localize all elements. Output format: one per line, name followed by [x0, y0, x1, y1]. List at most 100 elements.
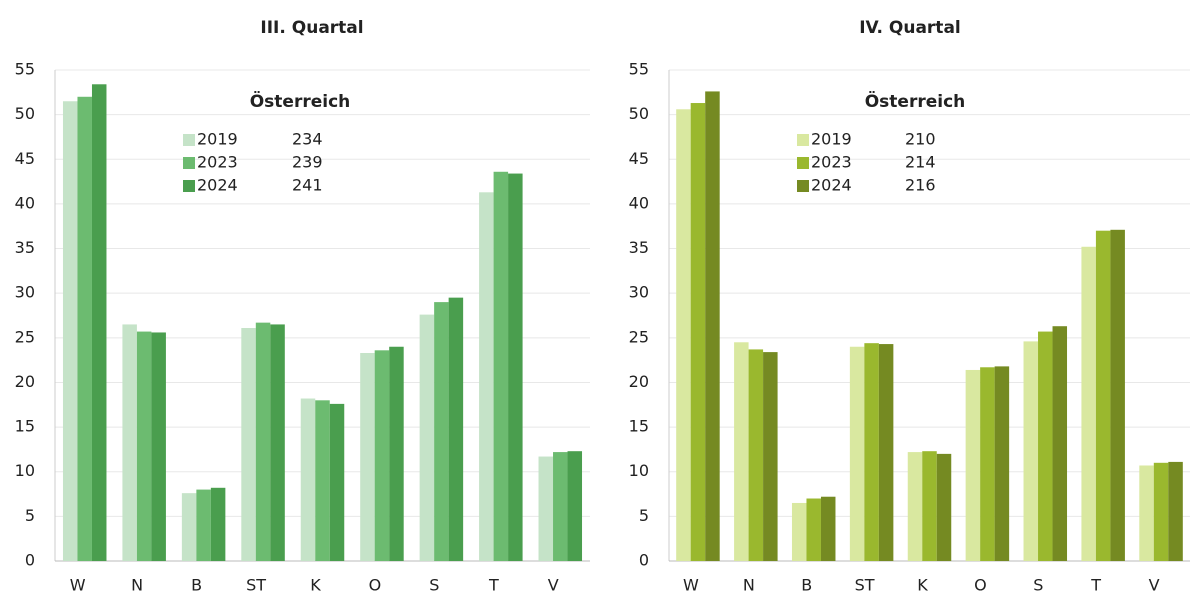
y-tick-label: 10 [629, 461, 649, 480]
y-tick-label: 50 [629, 104, 649, 123]
x-tick-label: B [191, 576, 202, 594]
bar [1023, 341, 1039, 561]
y-tick-label: 5 [25, 506, 35, 525]
x-tick-label: K [917, 576, 928, 594]
bar [864, 343, 879, 561]
bar [922, 451, 937, 561]
bar [936, 453, 952, 561]
y-tick-label: 30 [629, 283, 649, 302]
y-tick-label: 55 [15, 60, 35, 79]
legend-label: 2024 [197, 176, 238, 195]
legend-total: 214 [905, 153, 936, 172]
y-tick-label: 35 [629, 238, 649, 257]
bar [136, 331, 152, 561]
x-tick-label: B [801, 576, 812, 594]
x-tick-label: N [743, 576, 755, 594]
y-tick-label: 40 [15, 193, 35, 212]
bar [567, 451, 583, 561]
bar [1139, 465, 1154, 561]
bar [255, 322, 271, 561]
legend-swatch [183, 157, 195, 169]
y-tick-label: 20 [15, 372, 35, 391]
y-tick-label: 0 [639, 551, 649, 570]
y-tick-label: 45 [629, 149, 649, 168]
legend-swatch [183, 134, 195, 146]
bar [210, 487, 226, 561]
bar [315, 400, 330, 561]
bar [448, 297, 464, 561]
bar [479, 192, 494, 561]
bar [1038, 331, 1053, 561]
x-tick-label: V [1149, 576, 1160, 594]
bar [389, 346, 404, 561]
bar [1081, 246, 1096, 561]
x-tick-label: W [70, 576, 86, 594]
legend-swatch [797, 180, 809, 192]
chart-title: IV. Quartal [859, 18, 961, 38]
bar [181, 493, 197, 561]
y-tick-label: 35 [15, 238, 35, 257]
bar [1052, 326, 1068, 561]
bar [508, 173, 523, 561]
bar [122, 324, 137, 561]
x-tick-label: T [488, 576, 499, 594]
bar [994, 366, 1010, 561]
y-tick-label: 15 [15, 417, 35, 436]
bar [1110, 229, 1125, 561]
legend-total: 216 [905, 176, 936, 195]
y-tick-label: 5 [639, 506, 649, 525]
x-tick-label: T [1090, 576, 1101, 594]
bar [151, 332, 166, 561]
legend-total: 239 [292, 153, 323, 172]
bar [300, 398, 316, 561]
bar [1168, 461, 1183, 561]
legend-label: 2019 [811, 130, 852, 149]
bar [538, 456, 554, 561]
y-tick-label: 25 [15, 327, 35, 346]
bar [553, 452, 568, 561]
x-tick-label: O [369, 576, 382, 594]
bar [763, 352, 778, 561]
y-tick-label: 30 [15, 283, 35, 302]
legend-label: 2023 [197, 153, 238, 172]
chart-title: III. Quartal [260, 18, 363, 38]
bar [91, 84, 107, 562]
x-tick-label: ST [246, 576, 266, 594]
legend-label: 2019 [197, 130, 238, 149]
bar [62, 101, 78, 561]
x-tick-label: S [429, 576, 439, 594]
bar [907, 452, 923, 561]
x-tick-label: N [131, 576, 143, 594]
legend-label: 2023 [811, 153, 852, 172]
bar [791, 502, 807, 561]
legend-label: 2024 [811, 176, 852, 195]
bar [965, 369, 981, 561]
bar [690, 103, 706, 561]
y-tick-label: 40 [629, 193, 649, 212]
x-tick-label: W [683, 576, 699, 594]
bar [820, 496, 836, 561]
legend-title: Österreich [865, 90, 966, 112]
bar [806, 498, 821, 561]
legend-total: 234 [292, 130, 323, 149]
y-tick-label: 50 [15, 104, 35, 123]
y-tick-label: 55 [629, 60, 649, 79]
x-tick-label: O [974, 576, 987, 594]
bar [1095, 230, 1111, 561]
x-tick-label: V [548, 576, 559, 594]
y-tick-label: 20 [629, 372, 649, 391]
bar [1153, 462, 1169, 561]
bar [493, 171, 509, 561]
bar [748, 349, 764, 561]
bar [77, 96, 92, 562]
bar [241, 327, 256, 561]
bar [878, 344, 894, 561]
bar [980, 367, 995, 561]
legend-title: Österreich [250, 90, 351, 112]
y-tick-label: 45 [15, 149, 35, 168]
bar [734, 342, 749, 561]
y-tick-label: 10 [15, 461, 35, 480]
bar [419, 314, 435, 561]
